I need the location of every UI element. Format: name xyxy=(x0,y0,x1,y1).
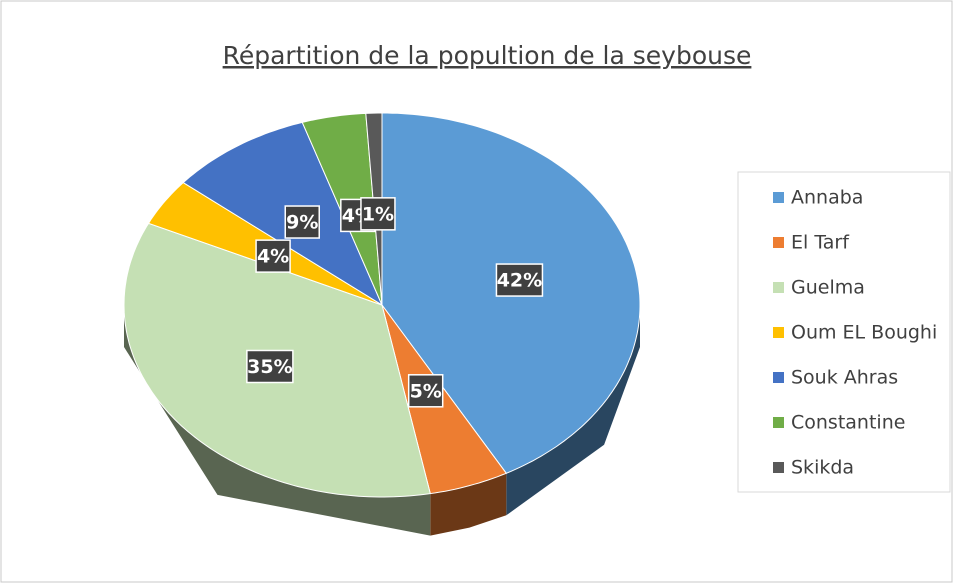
slice-side xyxy=(506,305,640,516)
legend-swatch xyxy=(773,327,784,338)
legend-label: Oum EL Boughi xyxy=(791,322,937,344)
data-label: 5% xyxy=(407,374,444,408)
slice-side xyxy=(124,305,431,536)
legend-swatch xyxy=(773,417,784,428)
data-label-box xyxy=(255,239,291,273)
data-label-box xyxy=(246,349,294,384)
data-label: 42% xyxy=(495,263,544,297)
legend-swatch xyxy=(773,237,784,248)
data-label-text: 35% xyxy=(247,356,292,378)
data-label-box xyxy=(495,263,544,297)
legend-label: Skikda xyxy=(791,457,854,479)
legend-label: Souk Ahras xyxy=(791,367,898,389)
legend-swatch xyxy=(773,462,784,473)
data-label: 35% xyxy=(246,349,294,384)
data-label-text: 9% xyxy=(286,212,318,234)
chart-title: Répartition de la popultion de la seybou… xyxy=(223,41,752,70)
slice xyxy=(182,121,384,307)
legend-swatch xyxy=(773,282,784,293)
slice-side xyxy=(430,473,507,536)
data-label-text: 1% xyxy=(362,203,394,225)
legend-label: Annaba xyxy=(791,187,863,209)
legend-label: Guelma xyxy=(791,277,865,299)
data-label-text: 4% xyxy=(257,246,289,268)
legend-label: Constantine xyxy=(791,412,905,434)
data-label-box xyxy=(360,197,396,231)
data-label: 4% xyxy=(255,239,291,273)
data-label-text: 42% xyxy=(497,270,542,292)
data-label: 9% xyxy=(284,205,320,239)
data-label: 1% xyxy=(360,197,396,231)
legend-label: El Tarf xyxy=(791,232,850,254)
slice xyxy=(381,304,508,495)
data-label-box xyxy=(407,374,444,408)
legend-swatch xyxy=(773,372,784,383)
legend-swatch xyxy=(773,192,784,203)
data-label-text: 5% xyxy=(410,380,442,402)
data-label-box xyxy=(284,205,320,239)
